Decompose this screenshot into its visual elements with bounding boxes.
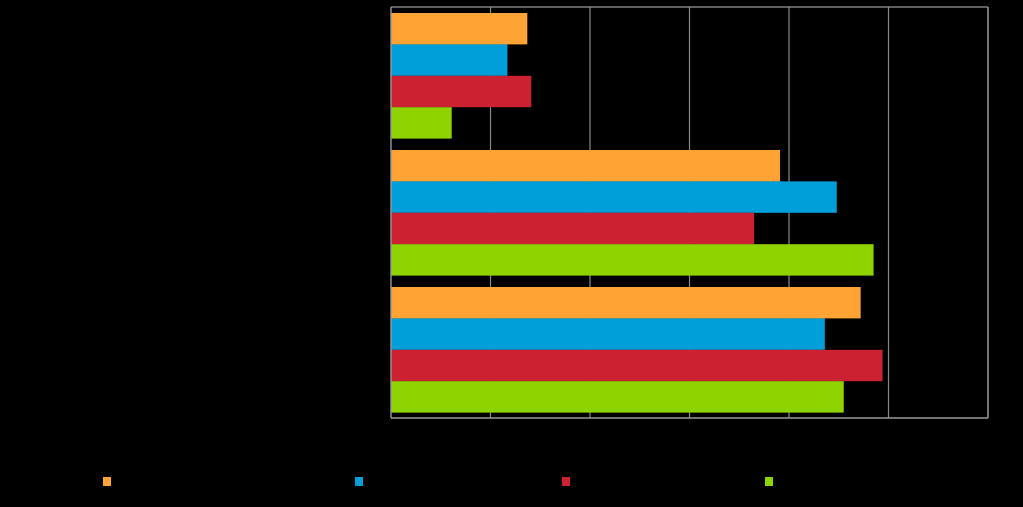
legend-marker-0 <box>103 477 111 486</box>
bar-s1-c1 <box>391 181 837 213</box>
bars <box>391 13 883 413</box>
bar-s1-c0 <box>391 44 508 76</box>
bar-s0-c0 <box>391 13 528 45</box>
legend-marker-3 <box>765 477 773 486</box>
bar-s3-c1 <box>391 244 874 276</box>
legend-marker-1 <box>355 477 363 486</box>
axes <box>390 7 989 419</box>
bar-s2-c1 <box>391 212 755 245</box>
bar-s2-c2 <box>391 349 883 382</box>
bar-s0-c2 <box>391 287 861 319</box>
legend <box>103 477 773 486</box>
bar-s2-c0 <box>391 75 532 108</box>
bar-s1-c2 <box>391 318 825 350</box>
legend-marker-2 <box>562 477 570 486</box>
bar-s3-c0 <box>391 107 452 139</box>
bar-s0-c1 <box>391 150 781 182</box>
bar-s3-c2 <box>391 381 844 413</box>
